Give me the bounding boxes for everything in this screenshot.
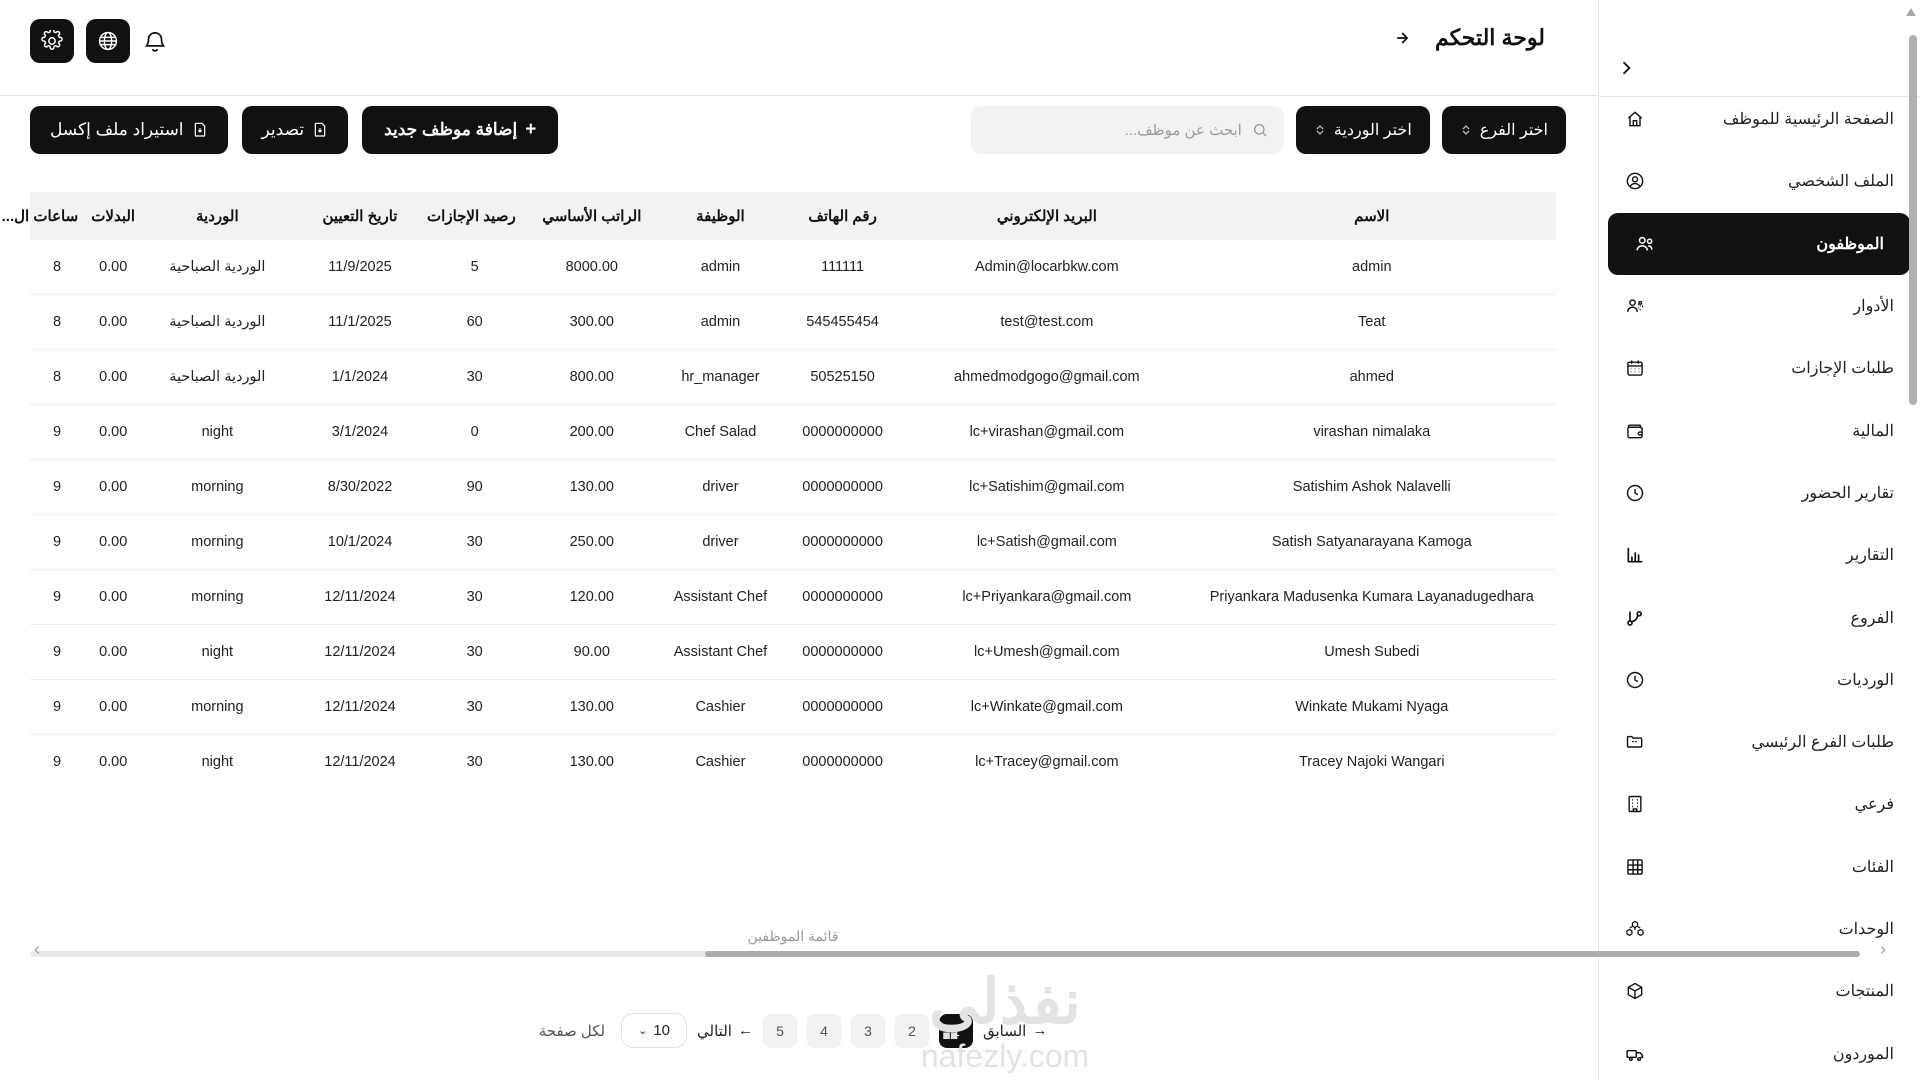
- svg-text:نفذلي: نفذلي: [929, 968, 1081, 1039]
- svg-text:nafezly.com: nafezly.com: [921, 1038, 1089, 1074]
